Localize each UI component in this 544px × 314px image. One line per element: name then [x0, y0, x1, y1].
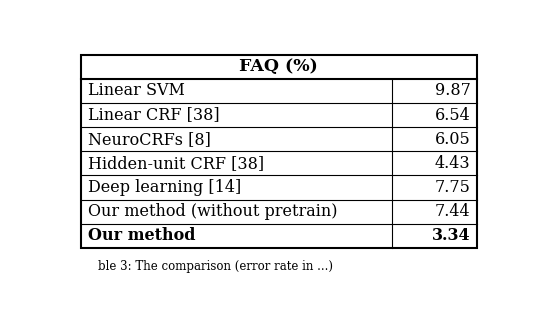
Text: FAQ (%): FAQ (%) — [239, 58, 318, 75]
Text: 7.44: 7.44 — [435, 203, 471, 220]
Text: Linear CRF [38]: Linear CRF [38] — [88, 106, 220, 123]
Text: 6.05: 6.05 — [435, 131, 471, 148]
Text: NeuroCRFs [8]: NeuroCRFs [8] — [88, 131, 211, 148]
Text: Hidden-unit CRF [38]: Hidden-unit CRF [38] — [88, 155, 264, 172]
Text: 9.87: 9.87 — [435, 82, 471, 99]
Text: Deep learning [14]: Deep learning [14] — [88, 179, 242, 196]
Text: Our method: Our method — [88, 227, 196, 244]
Text: Linear SVM: Linear SVM — [88, 82, 185, 99]
Bar — [81, 55, 477, 248]
Text: ble 3: The comparison (error rate in ...): ble 3: The comparison (error rate in ...… — [97, 260, 332, 273]
Text: 6.54: 6.54 — [435, 106, 471, 123]
Text: Our method (without pretrain): Our method (without pretrain) — [88, 203, 338, 220]
Text: 7.75: 7.75 — [435, 179, 471, 196]
Text: 3.34: 3.34 — [432, 227, 471, 244]
Text: 4.43: 4.43 — [435, 155, 471, 172]
